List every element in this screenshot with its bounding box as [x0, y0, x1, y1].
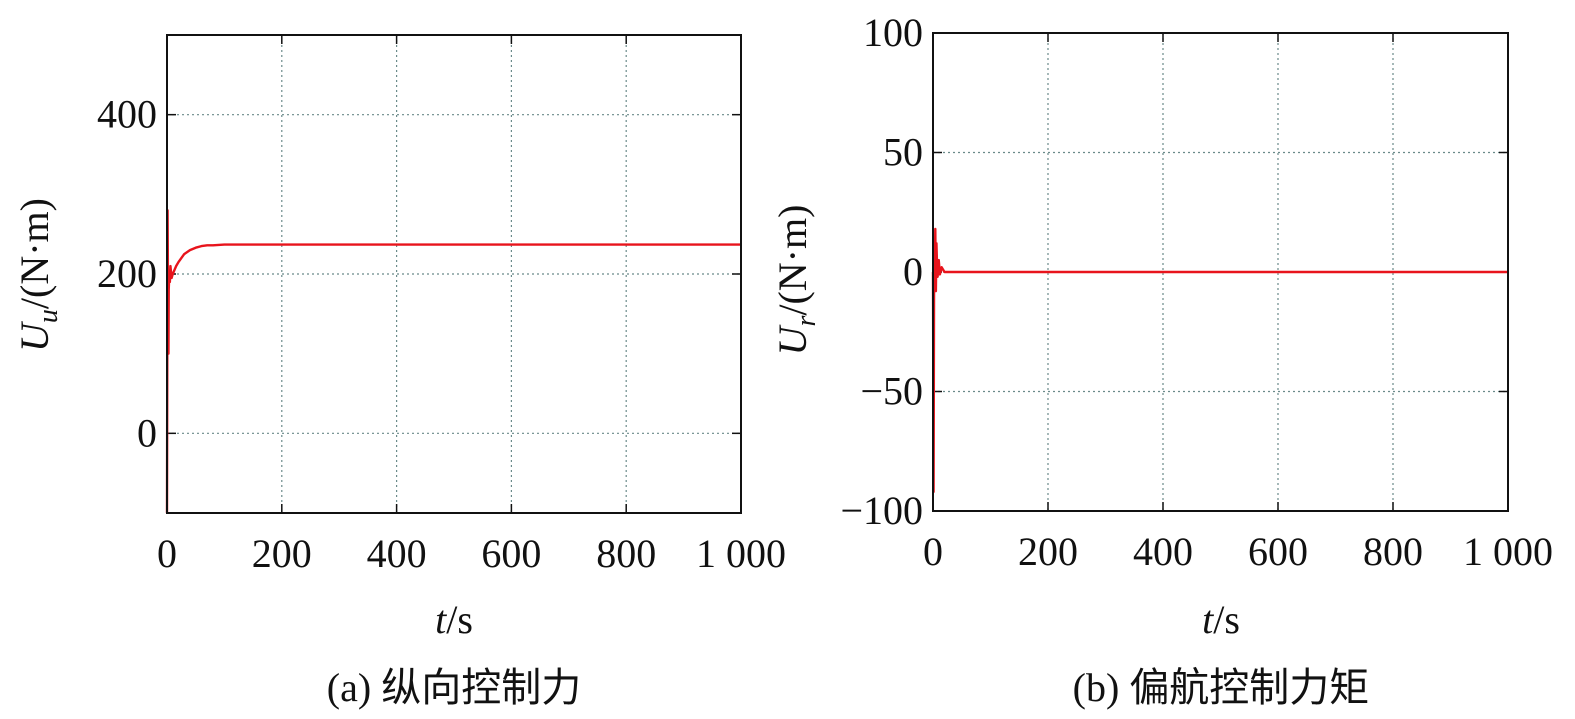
y-axis-unit: /(N·m)	[770, 205, 815, 316]
x-tick-label: 400	[367, 531, 427, 576]
y-tick-label: 100	[863, 10, 923, 55]
y-tick-label: 400	[97, 92, 157, 137]
x-tick-label: 0	[157, 531, 177, 576]
x-tick-label: 800	[596, 531, 656, 576]
x-tick-label: 200	[1018, 529, 1078, 574]
y-axis-label: Uu/(N·m)	[12, 198, 64, 352]
x-axis-unit: /s	[446, 597, 473, 642]
plot-frame	[166, 34, 742, 514]
x-tick-label: 800	[1363, 529, 1423, 574]
series-line	[165, 209, 741, 514]
y-axis-var: U	[770, 323, 815, 355]
y-axis-subscript: r	[791, 316, 822, 327]
x-tick-label: 1 000	[1463, 529, 1553, 574]
y-tick-label: 50	[883, 130, 923, 175]
x-axis-unit: /s	[1213, 597, 1240, 642]
y-tick-label: 200	[97, 251, 157, 296]
y-tick-label: 0	[903, 249, 923, 294]
panel-caption: (b) 偏航控制力矩	[1073, 665, 1370, 710]
series-line	[931, 227, 1508, 494]
x-axis-var: t	[435, 597, 447, 642]
x-axis-var: t	[1202, 597, 1214, 642]
y-axis-label: Ur/(N·m)	[770, 205, 822, 356]
panel-caption: (a) 纵向控制力	[327, 665, 581, 710]
x-tick-label: 1 000	[696, 531, 786, 576]
x-tick-label: 400	[1133, 529, 1193, 574]
y-axis-var: U	[12, 320, 57, 352]
y-axis-subscript: u	[33, 309, 64, 323]
panel-a: 0 200 400 600 800 1 0000200400t/sUu/(N·m)(a) …	[12, 34, 786, 710]
plot-frame	[932, 32, 1509, 512]
x-axis-label: t/s	[1202, 597, 1240, 642]
y-tick-label: −50	[860, 369, 923, 414]
x-tick-label: 0	[923, 529, 943, 574]
y-tick-label: 0	[137, 410, 157, 455]
x-tick-label: 600	[1248, 529, 1308, 574]
panel-b: 0 200 400 600 800 1 000 −100 −50 0 50 100 t/s Ur/(N·…	[770, 10, 1553, 710]
x-tick-label: 600	[481, 531, 541, 576]
y-tick-label: −100	[840, 488, 923, 533]
x-axis-label: t/s	[435, 597, 473, 642]
x-tick-label: 200	[252, 531, 312, 576]
y-axis-unit: /(N·m)	[12, 198, 57, 309]
